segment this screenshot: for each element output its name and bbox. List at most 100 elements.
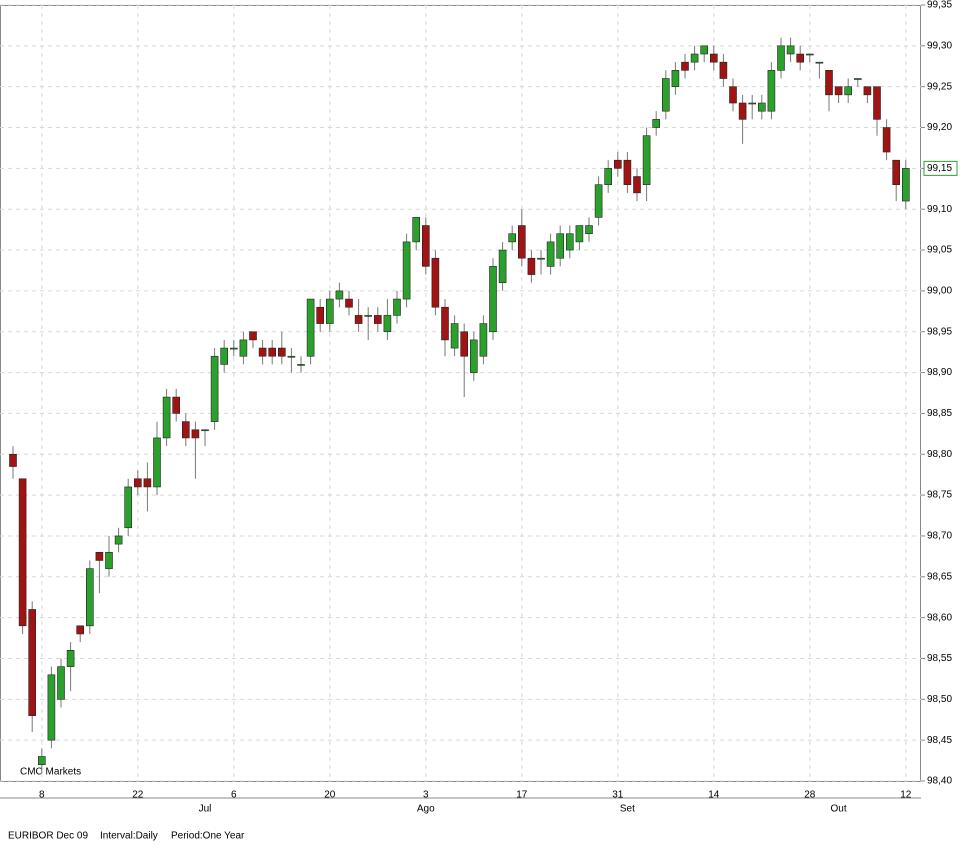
candle-body — [220, 347, 228, 365]
candle-body — [585, 225, 593, 235]
candle-body — [738, 102, 747, 120]
x-tick-label: 8 — [39, 790, 45, 801]
candle-body — [172, 396, 180, 414]
candle-body — [546, 241, 555, 267]
candle-body — [777, 45, 785, 71]
candle-body — [479, 323, 488, 357]
candle-body — [853, 78, 862, 80]
candle-body — [105, 551, 113, 569]
candle-body — [134, 478, 142, 488]
candle-body — [373, 315, 382, 324]
candle-body — [748, 102, 757, 105]
y-tick-label: 98,95 — [927, 326, 952, 337]
footer-interval: Interval:Daily — [100, 831, 158, 842]
candle-body — [863, 86, 872, 96]
candle-body — [239, 339, 248, 357]
candle-body — [700, 45, 709, 55]
candle-body — [162, 396, 171, 439]
candle-body — [537, 257, 545, 260]
candle-body — [402, 241, 411, 300]
candle-body — [9, 453, 17, 467]
candle-body — [489, 266, 497, 333]
candle-body — [249, 331, 257, 341]
candle-body — [661, 78, 670, 112]
candle-body — [719, 61, 728, 79]
candle-body — [364, 315, 373, 317]
candle-body — [441, 306, 449, 341]
candle-body — [565, 233, 574, 251]
candle-body — [805, 53, 814, 56]
candle-body — [393, 298, 401, 316]
candle-body — [191, 429, 200, 439]
watermark: CMC Markets — [20, 767, 81, 778]
candle-body — [450, 323, 459, 349]
y-tick-label: 99,00 — [927, 286, 952, 297]
y-tick-label: 98,80 — [927, 449, 952, 460]
candle-body — [66, 650, 75, 667]
x-tick-label: 6 — [231, 790, 237, 801]
candle-body — [671, 70, 680, 87]
candle-body — [575, 225, 584, 243]
month-label: Set — [620, 804, 635, 815]
y-tick-label: 99,10 — [927, 204, 952, 215]
candle-body — [767, 70, 776, 112]
candle-body — [345, 298, 353, 308]
x-tick-label: 14 — [708, 790, 720, 801]
candle-body — [95, 551, 104, 561]
candle-body — [757, 102, 766, 112]
y-tick-label: 98,85 — [927, 408, 952, 419]
candle-body — [652, 119, 661, 128]
candle-body — [825, 70, 833, 96]
candle-body — [623, 159, 632, 186]
candle-body — [268, 347, 277, 357]
candle-body — [901, 168, 910, 202]
x-tick-label: 31 — [612, 790, 624, 801]
candle-body — [431, 257, 440, 308]
candle-body — [306, 298, 315, 357]
candle-body — [325, 298, 334, 324]
candle-body — [124, 486, 132, 529]
candle-body — [527, 257, 536, 275]
x-tick-label: 3 — [423, 790, 429, 801]
month-label: Jul — [199, 804, 212, 815]
candle-body — [335, 290, 344, 300]
candle-body — [316, 306, 325, 324]
candle-body — [18, 478, 27, 627]
candle-body — [47, 674, 56, 741]
y-tick-label: 99,20 — [927, 122, 952, 133]
candle-body — [182, 421, 190, 439]
y-tick-label: 98,90 — [927, 367, 952, 378]
y-tick-label: 98,60 — [927, 612, 952, 623]
candle-body — [642, 135, 651, 186]
x-tick-label: 28 — [804, 790, 816, 801]
month-label: Out — [831, 804, 847, 815]
y-tick-label: 98,50 — [927, 694, 952, 705]
x-tick-label: 12 — [900, 790, 912, 801]
candle-body — [604, 168, 613, 186]
y-tick-label: 98,45 — [927, 735, 952, 746]
x-tick-label: 20 — [324, 790, 336, 801]
candle-body — [354, 315, 363, 324]
candle-body — [210, 355, 219, 422]
footer-symbol: EURIBOR Dec 09 — [8, 831, 88, 842]
candle-body — [297, 364, 305, 366]
y-tick-label: 98,55 — [927, 653, 952, 664]
candle-body — [258, 347, 267, 357]
candle-body — [421, 225, 430, 267]
y-tick-label: 98,70 — [927, 531, 952, 542]
candle-body — [613, 159, 622, 169]
candle-body — [153, 437, 161, 488]
candle-body — [230, 347, 238, 350]
candle-body — [517, 225, 526, 259]
month-label: Ago — [417, 804, 435, 815]
candle-body — [37, 756, 46, 765]
candle-body — [143, 478, 152, 488]
candle-body — [796, 53, 805, 63]
candle-body — [28, 609, 37, 716]
candle-body — [498, 249, 507, 284]
candle-body — [873, 86, 881, 120]
y-tick-label: 98,75 — [927, 490, 952, 501]
x-tick-label: 17 — [516, 790, 528, 801]
